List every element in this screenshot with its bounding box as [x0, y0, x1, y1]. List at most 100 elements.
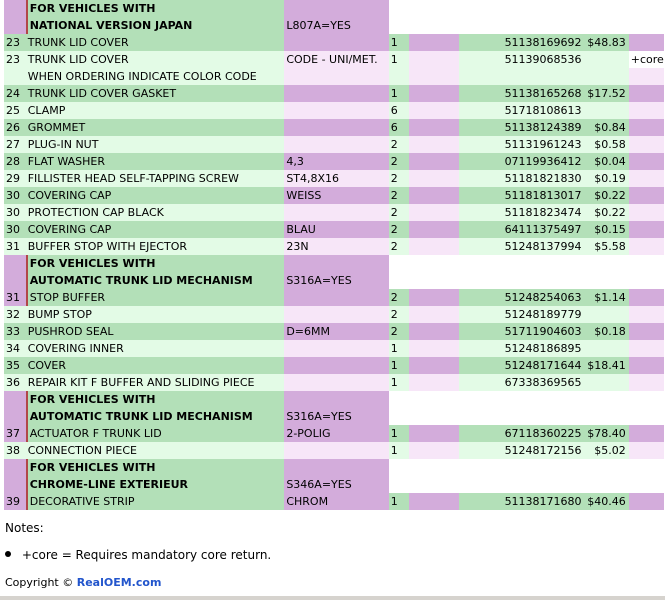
part-description[interactable]: PUSHROD SEAL [25, 323, 285, 340]
part-description[interactable]: STOP BUFFER [25, 289, 285, 306]
part-number[interactable]: 51181823474 [502, 204, 584, 221]
part-description[interactable]: TRUNK LID COVER GASKET [25, 85, 285, 102]
part-row[interactable]: 27 PLUG-IN NUT 2 51131961243 $0.58 [4, 136, 664, 153]
part-row[interactable]: 23 TRUNK LID COVER 1 51138169692 $48.83 [4, 34, 664, 51]
part-row[interactable]: 34 COVERING INNER 1 51248186895 [4, 340, 664, 357]
supplement [284, 204, 389, 221]
blank-cell [409, 306, 460, 323]
blank-cell [409, 221, 460, 238]
part-number[interactable]: 51181813017 [502, 187, 584, 204]
part-row[interactable]: 30 PROTECTION CAP BLACK 2 51181823474 $0.22 [4, 204, 664, 221]
blank-cell [409, 204, 460, 221]
part-row[interactable]: 23 TRUNK LID COVER CODE - UNI/MET. 1 5113906… [4, 51, 664, 68]
blank-cell [459, 357, 503, 374]
part-number[interactable]: 64111375497 [502, 221, 584, 238]
part-row[interactable]: WHEN ORDERING INDICATE COLOR CODE [4, 68, 664, 85]
supplement [284, 119, 389, 136]
group-condition [284, 459, 389, 476]
part-description[interactable]: CONNECTION PIECE [25, 442, 285, 459]
part-row[interactable]: 31 BUFFER STOP WITH EJECTOR 23N 2 5124813799… [4, 238, 664, 255]
supplement [284, 442, 389, 459]
part-description[interactable]: GROMMET [25, 119, 285, 136]
part-row[interactable]: 30 COVERING CAP BLAU 2 64111375497 $0.15 [4, 221, 664, 238]
part-description[interactable]: COVERING INNER [25, 340, 285, 357]
part-description[interactable]: COVERING CAP [25, 187, 285, 204]
part-description[interactable]: ACTUATOR F TRUNK LID [25, 425, 285, 442]
part-description[interactable]: DECORATIVE STRIP [25, 493, 285, 510]
quantity: 1 [388, 51, 410, 68]
group-header-text: NATIONAL VERSION JAPAN [25, 17, 285, 34]
part-number[interactable]: 51248171644 [502, 357, 584, 374]
part-row[interactable]: 38 CONNECTION PIECE 1 51248172156 $5.02 [4, 442, 664, 459]
blank-cell [459, 340, 503, 357]
part-number[interactable]: 51139068536 [502, 51, 584, 68]
quantity [388, 68, 410, 85]
part-number[interactable]: 51138171680 [502, 493, 584, 510]
price [583, 374, 629, 391]
part-row[interactable]: 36 REPAIR KIT F BUFFER AND SLIDING PIECE 1… [4, 374, 664, 391]
part-description[interactable]: CLAMP [25, 102, 285, 119]
blank-cell [409, 425, 460, 442]
part-row[interactable]: 39 DECORATIVE STRIP CHROM 1 51138171680 $40.4… [4, 493, 664, 510]
realoem-link[interactable]: RealOEM.com [76, 576, 162, 589]
part-row[interactable]: 35 COVER 1 51248171644 $18.41 [4, 357, 664, 374]
part-number[interactable]: 51138124389 [502, 119, 584, 136]
part-row[interactable]: 30 COVERING CAP WEISS 2 51181813017 $0.22 [4, 187, 664, 204]
part-row[interactable]: 32 BUMP STOP 2 51248189779 [4, 306, 664, 323]
part-row[interactable]: 25 CLAMP 6 51718108613 [4, 102, 664, 119]
blank-cell [409, 238, 460, 255]
blank-cell [388, 408, 410, 425]
part-description[interactable]: REPAIR KIT F BUFFER AND SLIDING PIECE [25, 374, 285, 391]
price: $0.58 [583, 136, 629, 153]
core-flag [628, 34, 664, 51]
part-number[interactable] [502, 68, 584, 85]
price: $0.22 [583, 204, 629, 221]
part-description[interactable]: PROTECTION CAP BLACK [25, 204, 285, 221]
blank-cell [502, 17, 584, 34]
part-row[interactable]: 33 PUSHROD SEAL D=6MM 2 51711904603 $0.18 [4, 323, 664, 340]
part-number[interactable]: 51138165268 [502, 85, 584, 102]
part-number[interactable]: 07119936412 [502, 153, 584, 170]
part-number[interactable]: 51181821830 [502, 170, 584, 187]
part-number[interactable]: 51131961243 [502, 136, 584, 153]
blank-cell [583, 408, 629, 425]
part-row[interactable]: 29 FILLISTER HEAD SELF-TAPPING SCREW ST4,8… [4, 170, 664, 187]
blank-cell [459, 68, 503, 85]
part-number[interactable]: 67338369565 [502, 374, 584, 391]
part-row[interactable]: 26 GROMMET 6 51138124389 $0.84 [4, 119, 664, 136]
part-number[interactable]: 51248172156 [502, 442, 584, 459]
part-description[interactable]: COVERING CAP [25, 221, 285, 238]
part-number[interactable]: 51248189779 [502, 306, 584, 323]
quantity: 2 [388, 204, 410, 221]
supplement [284, 34, 389, 51]
blank-cell [388, 272, 410, 289]
part-number[interactable]: 51718108613 [502, 102, 584, 119]
part-number[interactable]: 67118360225 [502, 425, 584, 442]
core-flag [628, 357, 664, 374]
part-description[interactable]: BUMP STOP [25, 306, 285, 323]
part-description[interactable]: BUFFER STOP WITH EJECTOR [25, 238, 285, 255]
part-description[interactable]: FILLISTER HEAD SELF-TAPPING SCREW [25, 170, 285, 187]
part-number[interactable]: 51138169692 [502, 34, 584, 51]
part-description[interactable]: COVER [25, 357, 285, 374]
part-description[interactable]: PLUG-IN NUT [25, 136, 285, 153]
part-number[interactable]: 51248186895 [502, 340, 584, 357]
core-flag [628, 170, 664, 187]
part-row[interactable]: 28 FLAT WASHER 4,3 2 07119936412 $0.04 [4, 153, 664, 170]
part-number[interactable]: 51248137994 [502, 238, 584, 255]
part-description[interactable]: TRUNK LID COVER [25, 51, 285, 68]
part-number[interactable]: 51248254063 [502, 289, 584, 306]
blank-cell [409, 102, 460, 119]
part-row[interactable]: 24 TRUNK LID COVER GASKET 1 51138165268 $17.… [4, 85, 664, 102]
part-number[interactable]: 51711904603 [502, 323, 584, 340]
blank-cell [459, 136, 503, 153]
blank-cell [459, 408, 503, 425]
core-flag [628, 221, 664, 238]
part-description[interactable]: FLAT WASHER [25, 153, 285, 170]
part-description[interactable]: TRUNK LID COVER [25, 34, 285, 51]
blank-cell [409, 85, 460, 102]
blank-cell [409, 34, 460, 51]
part-row[interactable]: 31 STOP BUFFER 2 51248254063 $1.14 [4, 289, 664, 306]
part-row[interactable]: 37 ACTUATOR F TRUNK LID 2-POLIG 1 6711836022… [4, 425, 664, 442]
blank-cell [388, 255, 410, 272]
